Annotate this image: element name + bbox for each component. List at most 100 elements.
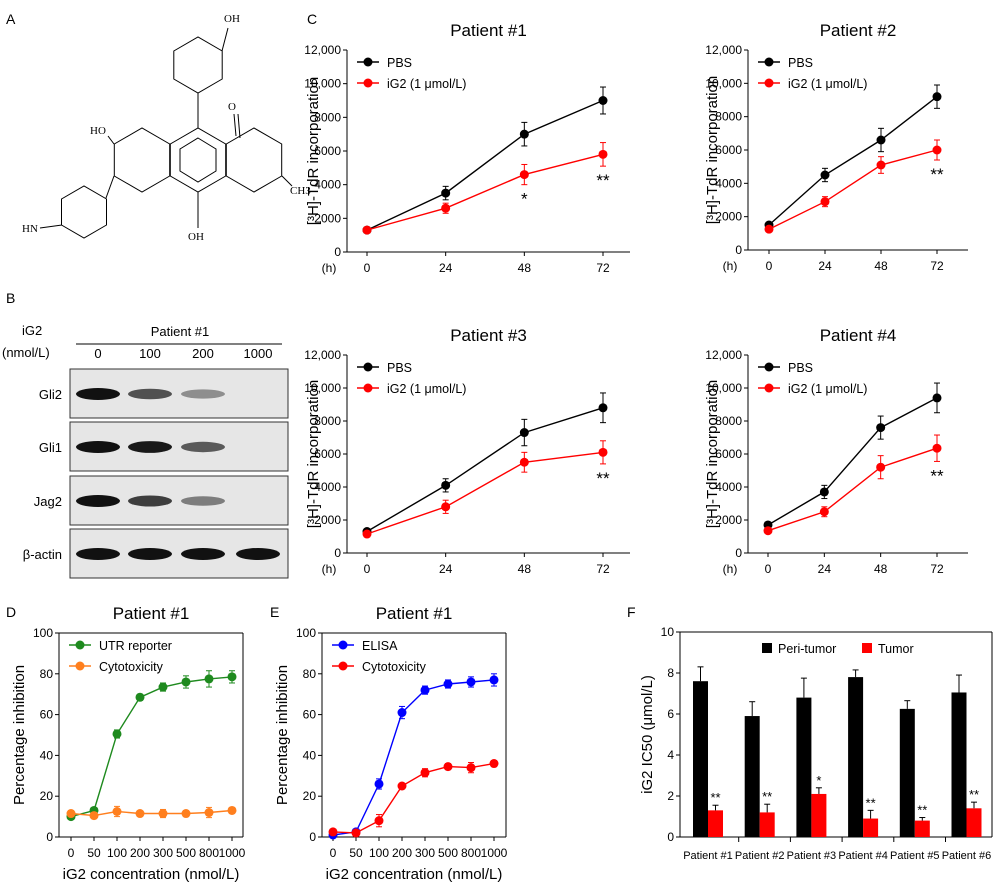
y-tick-label: 10,000 bbox=[304, 381, 341, 395]
series-line-1 bbox=[332, 762, 495, 834]
x-tick-label: 72 bbox=[930, 259, 944, 273]
bond-hn bbox=[39, 224, 63, 229]
data-point bbox=[443, 679, 453, 689]
x-tick-label: 48 bbox=[874, 259, 888, 273]
chemical-structure-ig2 bbox=[39, 27, 293, 239]
y-tick-label: 4000 bbox=[715, 480, 742, 494]
data-point bbox=[89, 811, 99, 821]
x-tick-label: 200 bbox=[392, 846, 412, 860]
y-tick-label: 100 bbox=[296, 626, 316, 640]
chart-c-2: 0 2000 4000 6000 8000 10,000 12,000 [³H]-TdR in… bbox=[304, 326, 630, 576]
x-tick-label: 24 bbox=[818, 562, 832, 576]
blot-band bbox=[181, 389, 225, 399]
y-tick-label: 8 bbox=[667, 666, 674, 680]
ring-phenol bbox=[173, 36, 223, 94]
blot-band bbox=[76, 548, 120, 560]
y-tick-label: 4000 bbox=[715, 176, 742, 190]
significance-marker: ** bbox=[866, 795, 876, 810]
y-tick-label: 20 bbox=[303, 789, 317, 803]
x-tick-label: 24 bbox=[439, 562, 453, 576]
legend-label: iG2 (1 μmol/L) bbox=[788, 382, 867, 396]
ring-phenyl bbox=[61, 185, 107, 239]
legend-label: Peri-tumor bbox=[778, 642, 836, 656]
y-tick-label: 0 bbox=[735, 243, 742, 257]
significance-marker: ** bbox=[596, 171, 610, 190]
data-point bbox=[441, 502, 451, 512]
y-tick-label: 80 bbox=[303, 667, 317, 681]
x-tick-label: Patient #2 bbox=[735, 850, 785, 862]
y-tick-label: 40 bbox=[303, 748, 317, 762]
legend-marker bbox=[338, 640, 348, 650]
x-tick-label: 0 bbox=[364, 562, 371, 576]
y-tick-label: 6 bbox=[667, 707, 674, 721]
legend-swatch bbox=[862, 643, 872, 653]
chart-title: Patient #1 bbox=[450, 21, 527, 40]
legend-label: UTR reporter bbox=[99, 639, 172, 653]
blot-band bbox=[236, 548, 280, 560]
legend-label: Cytotoxicity bbox=[99, 660, 164, 674]
x-tick-label: 0 bbox=[765, 562, 772, 576]
x-tick-label: 24 bbox=[818, 259, 832, 273]
data-point bbox=[374, 816, 384, 826]
blot-treatment-label: iG2 bbox=[22, 323, 42, 338]
data-point bbox=[441, 188, 451, 198]
data-point bbox=[598, 96, 608, 105]
data-point bbox=[519, 129, 529, 139]
chart-title: Patient #2 bbox=[820, 21, 897, 40]
y-tick-label: 100 bbox=[33, 626, 53, 640]
x-tick-label: Patient #5 bbox=[890, 850, 940, 862]
atom-ketone-o: O bbox=[228, 101, 236, 113]
data-point bbox=[374, 779, 384, 789]
data-point bbox=[820, 170, 830, 180]
legend-marker bbox=[75, 640, 85, 650]
legend-marker bbox=[363, 57, 373, 67]
bar-peri-tumor bbox=[796, 697, 812, 837]
data-point bbox=[598, 149, 608, 159]
x-axis-label: (h) bbox=[322, 261, 337, 275]
blot-lane-label: 100 bbox=[139, 346, 161, 361]
blot-protein-label: Gli2 bbox=[39, 387, 62, 402]
chart-f-bar: 0 2 4 6 8 10 iG2 IC50 (μmol/L) Patient #1 ** Pati… bbox=[639, 625, 993, 862]
series-line-0 bbox=[767, 397, 938, 526]
data-point bbox=[519, 170, 529, 180]
y-tick-label: 12,000 bbox=[304, 43, 341, 57]
x-axis-label: iG2 concentration (nmol/L) bbox=[63, 866, 240, 883]
legend-marker bbox=[764, 383, 774, 393]
blot-band bbox=[128, 495, 172, 507]
x-tick-label: Patient #4 bbox=[838, 850, 888, 862]
y-tick-label: 6000 bbox=[715, 447, 742, 461]
y-tick-label: 8000 bbox=[314, 414, 341, 428]
legend-swatch bbox=[762, 643, 772, 653]
blot-lane-label: 0 bbox=[94, 346, 101, 361]
data-point bbox=[158, 809, 168, 819]
blot-band bbox=[181, 441, 225, 453]
data-point bbox=[598, 403, 608, 413]
significance-marker: ** bbox=[930, 466, 944, 485]
x-tick-label: 24 bbox=[439, 261, 453, 275]
data-point bbox=[158, 682, 168, 692]
y-tick-label: 6000 bbox=[314, 144, 341, 158]
legend-marker bbox=[363, 78, 373, 88]
legend-marker bbox=[764, 78, 774, 88]
blot-protein-label: Gli1 bbox=[39, 440, 62, 455]
series-line-0 bbox=[70, 676, 233, 818]
y-axis-label: [³H]-TdR incorporation bbox=[305, 77, 322, 225]
legend-label: PBS bbox=[788, 361, 813, 375]
series-line-0 bbox=[332, 679, 495, 836]
y-tick-label: 12,000 bbox=[304, 348, 341, 362]
y-tick-label: 6000 bbox=[715, 143, 742, 157]
bar-tumor bbox=[759, 812, 775, 837]
bond-ho bbox=[107, 135, 115, 145]
y-tick-label: 12,000 bbox=[705, 43, 742, 57]
blot-protein-label: β-actin bbox=[23, 547, 62, 562]
y-tick-label: 4000 bbox=[314, 178, 341, 192]
y-tick-label: 0 bbox=[735, 546, 742, 560]
blot-band bbox=[76, 441, 120, 453]
bar-peri-tumor bbox=[848, 677, 864, 837]
legend-marker bbox=[75, 661, 85, 671]
data-point bbox=[362, 225, 372, 235]
ring-left bbox=[113, 127, 171, 193]
data-point bbox=[489, 759, 499, 769]
legend-label: iG2 (1 μmol/L) bbox=[387, 382, 466, 396]
